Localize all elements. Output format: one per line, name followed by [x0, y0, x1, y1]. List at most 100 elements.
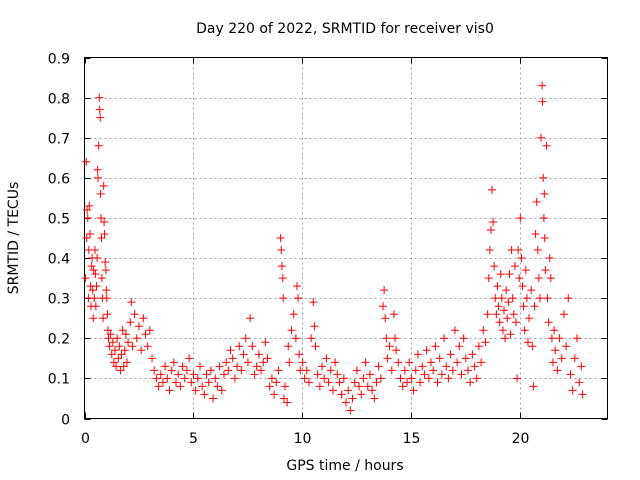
data-point	[91, 270, 100, 279]
data-point	[284, 342, 293, 351]
data-point	[429, 366, 438, 375]
y-tick-label: 0.7	[48, 132, 70, 148]
data-point	[497, 294, 506, 303]
data-point	[350, 378, 359, 387]
data-point	[165, 386, 174, 395]
data-point	[522, 294, 531, 303]
data-point	[549, 358, 558, 367]
data-point	[505, 270, 514, 279]
data-point	[484, 274, 493, 283]
data-point	[118, 326, 127, 335]
y-tick-label: 0.5	[48, 212, 70, 228]
data-point	[459, 334, 468, 343]
data-point	[328, 386, 337, 395]
data-point	[396, 374, 405, 383]
x-axis-label: GPS time / hours	[286, 458, 403, 474]
data-point	[342, 398, 350, 407]
data-point	[107, 350, 116, 359]
data-point	[544, 318, 553, 327]
data-point	[278, 274, 287, 283]
data-point	[116, 366, 125, 375]
data-point	[143, 342, 152, 351]
data-point	[455, 342, 464, 351]
data-point	[176, 382, 185, 391]
data-point	[348, 394, 357, 403]
data-point	[289, 310, 298, 319]
data-point	[511, 318, 520, 327]
data-point	[570, 354, 579, 363]
data-point	[204, 378, 213, 387]
data-point	[508, 294, 517, 303]
data-point	[575, 378, 584, 387]
data-point	[277, 262, 286, 271]
data-point	[100, 217, 109, 226]
data-point	[531, 229, 540, 238]
data-point	[274, 366, 283, 375]
data-point	[83, 213, 92, 222]
data-point	[172, 378, 181, 387]
data-point	[233, 362, 242, 371]
data-point	[315, 382, 324, 391]
data-point	[311, 342, 320, 351]
data-point	[431, 342, 440, 351]
data-point	[370, 394, 379, 403]
data-point	[538, 81, 547, 90]
data-point	[163, 374, 172, 383]
data-point	[538, 97, 547, 106]
data-point	[92, 282, 101, 291]
data-point	[365, 370, 374, 379]
data-point	[95, 93, 104, 102]
data-point	[148, 354, 157, 363]
data-point	[88, 286, 97, 295]
data-point	[87, 262, 96, 271]
data-point	[178, 362, 187, 371]
data-point	[113, 334, 122, 343]
data-point	[298, 358, 307, 367]
data-point	[359, 374, 368, 383]
data-point	[154, 382, 163, 391]
data-point	[91, 302, 100, 311]
data-point	[228, 354, 237, 363]
y-tick-label: 0.3	[48, 292, 70, 308]
data-point	[309, 298, 318, 307]
data-point	[295, 350, 304, 359]
data-point	[496, 270, 505, 279]
data-point	[105, 342, 114, 351]
data-point	[326, 366, 335, 375]
data-point	[392, 346, 401, 355]
data-point	[562, 342, 571, 351]
data-point	[101, 266, 110, 275]
data-point	[202, 370, 211, 379]
data-point	[174, 370, 183, 379]
data-point	[527, 286, 536, 295]
data-point	[96, 189, 105, 198]
data-point	[553, 366, 562, 375]
data-point	[224, 366, 233, 375]
data-point	[424, 374, 433, 383]
data-point	[277, 246, 286, 255]
data-point	[550, 326, 559, 335]
data-point	[102, 286, 111, 295]
data-point	[254, 350, 263, 359]
data-point	[115, 342, 124, 351]
data-point	[453, 358, 462, 367]
data-point	[498, 326, 507, 335]
data-point	[514, 246, 523, 255]
x-tick-label: 0	[81, 431, 90, 447]
data-point	[85, 201, 94, 210]
data-point	[572, 334, 581, 343]
data-point	[226, 346, 235, 355]
data-point	[437, 370, 446, 379]
data-point	[270, 390, 279, 399]
data-point	[494, 302, 503, 311]
data-points	[81, 81, 587, 415]
data-point	[535, 294, 544, 303]
data-point	[448, 366, 457, 375]
data-point	[450, 326, 459, 335]
data-point	[339, 374, 348, 383]
data-point	[566, 370, 575, 379]
data-point	[492, 310, 501, 319]
data-point	[513, 374, 522, 383]
data-point	[237, 366, 246, 375]
